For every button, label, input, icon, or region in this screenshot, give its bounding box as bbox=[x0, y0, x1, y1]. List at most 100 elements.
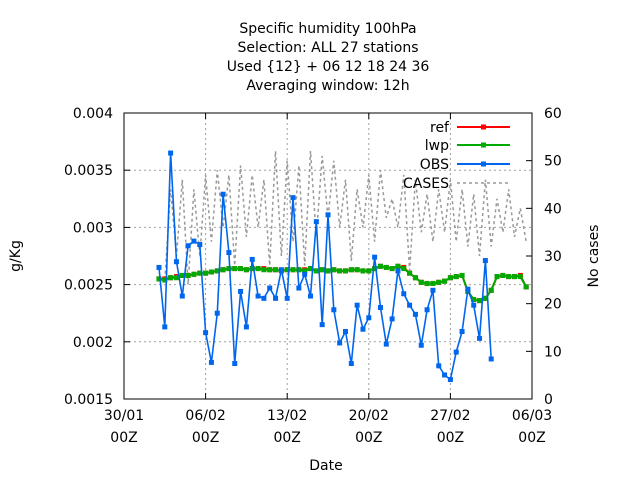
data-point bbox=[418, 279, 424, 285]
data-point bbox=[447, 275, 453, 281]
data-point bbox=[401, 291, 407, 297]
x-tick-label: 00Z bbox=[192, 430, 219, 446]
data-point bbox=[523, 284, 529, 290]
data-point bbox=[302, 271, 308, 277]
series-line-cases bbox=[159, 151, 527, 285]
data-point bbox=[383, 264, 389, 270]
data-point bbox=[173, 259, 179, 265]
title-line: Averaging window: 12h bbox=[246, 78, 409, 94]
data-point bbox=[453, 349, 459, 355]
data-point bbox=[255, 293, 261, 299]
data-point bbox=[342, 329, 348, 335]
data-point bbox=[284, 267, 290, 273]
data-point bbox=[512, 274, 518, 280]
series-line-obs bbox=[158, 152, 492, 382]
data-point bbox=[372, 254, 378, 260]
data-point bbox=[319, 322, 325, 328]
data-point bbox=[173, 275, 179, 281]
data-point bbox=[366, 315, 372, 321]
data-point bbox=[442, 372, 448, 378]
y2-tick-label: 20 bbox=[544, 297, 562, 313]
data-point bbox=[238, 288, 244, 294]
data-point bbox=[208, 359, 214, 365]
data-point bbox=[430, 280, 436, 286]
data-point bbox=[302, 268, 308, 274]
series-layer bbox=[156, 150, 529, 383]
data-point bbox=[203, 270, 209, 276]
data-point bbox=[255, 266, 261, 272]
data-point bbox=[436, 279, 442, 285]
legend: ref lwp OBS CASES bbox=[403, 120, 510, 192]
data-point bbox=[168, 150, 174, 156]
data-point bbox=[331, 267, 337, 273]
y-tick-label: 0.002 bbox=[73, 335, 113, 351]
series-lwp bbox=[156, 263, 529, 304]
data-point bbox=[459, 329, 465, 335]
data-point bbox=[226, 250, 232, 256]
data-point bbox=[360, 268, 366, 274]
data-point bbox=[278, 267, 284, 273]
data-point bbox=[214, 310, 220, 316]
legend-label: CASES bbox=[403, 176, 449, 192]
plot-frame bbox=[123, 112, 533, 400]
data-point bbox=[337, 340, 343, 346]
legend-label: OBS bbox=[420, 157, 449, 173]
data-point bbox=[477, 335, 483, 341]
y2-tick-label: 0 bbox=[544, 392, 553, 408]
legend-label: ref bbox=[430, 120, 450, 136]
data-point bbox=[226, 266, 232, 272]
data-point bbox=[337, 268, 343, 274]
data-point bbox=[377, 304, 383, 310]
y2-tick-label: 60 bbox=[544, 106, 562, 122]
axis-ticks: 30/01 00Z 06/02 00Z 13/02 00Z 20/02 00Z 27/02 00Z… bbox=[64, 106, 562, 446]
x-tick-label: 27/02 bbox=[430, 408, 470, 424]
data-point bbox=[261, 295, 267, 301]
data-point bbox=[156, 276, 162, 282]
data-point bbox=[412, 275, 418, 281]
title-line: Used {12} + 06 12 18 24 36 bbox=[227, 59, 430, 75]
x-tick-label: 06/02 bbox=[185, 408, 225, 424]
data-point bbox=[506, 274, 512, 280]
data-point bbox=[243, 267, 249, 273]
data-point bbox=[238, 266, 244, 272]
data-point bbox=[360, 326, 366, 332]
data-point bbox=[249, 256, 255, 262]
x-tick-label: 00Z bbox=[518, 430, 545, 446]
data-point bbox=[517, 274, 523, 280]
y2-tick-label: 10 bbox=[544, 344, 562, 360]
data-point bbox=[348, 361, 354, 367]
data-point bbox=[354, 267, 360, 273]
data-point bbox=[477, 298, 483, 304]
data-point bbox=[313, 268, 319, 274]
data-point bbox=[325, 268, 331, 274]
data-point bbox=[471, 302, 477, 308]
title-line: Selection: ALL 27 stations bbox=[237, 40, 418, 56]
data-point bbox=[488, 287, 494, 293]
data-point bbox=[342, 268, 348, 274]
data-point bbox=[442, 278, 448, 284]
data-point bbox=[191, 271, 197, 277]
data-point bbox=[488, 356, 494, 362]
data-point bbox=[162, 277, 168, 283]
data-point bbox=[447, 377, 453, 383]
data-point bbox=[471, 296, 477, 302]
data-point bbox=[179, 293, 185, 299]
data-point bbox=[389, 266, 395, 272]
data-point bbox=[436, 363, 442, 369]
data-point bbox=[348, 267, 354, 273]
data-point bbox=[214, 268, 220, 274]
data-point bbox=[273, 267, 279, 273]
data-point bbox=[325, 212, 331, 218]
data-point bbox=[284, 295, 290, 301]
data-point bbox=[290, 195, 296, 201]
y2-tick-label: 30 bbox=[544, 249, 562, 265]
data-point bbox=[197, 270, 203, 276]
data-point bbox=[453, 274, 459, 280]
y-axis-label: g/Kg bbox=[8, 240, 24, 272]
x-tick-label: 00Z bbox=[437, 430, 464, 446]
x-tick-label: 30/01 bbox=[104, 408, 144, 424]
data-point bbox=[494, 274, 500, 280]
data-point bbox=[424, 280, 430, 286]
data-point bbox=[308, 266, 314, 272]
data-point bbox=[482, 258, 488, 264]
